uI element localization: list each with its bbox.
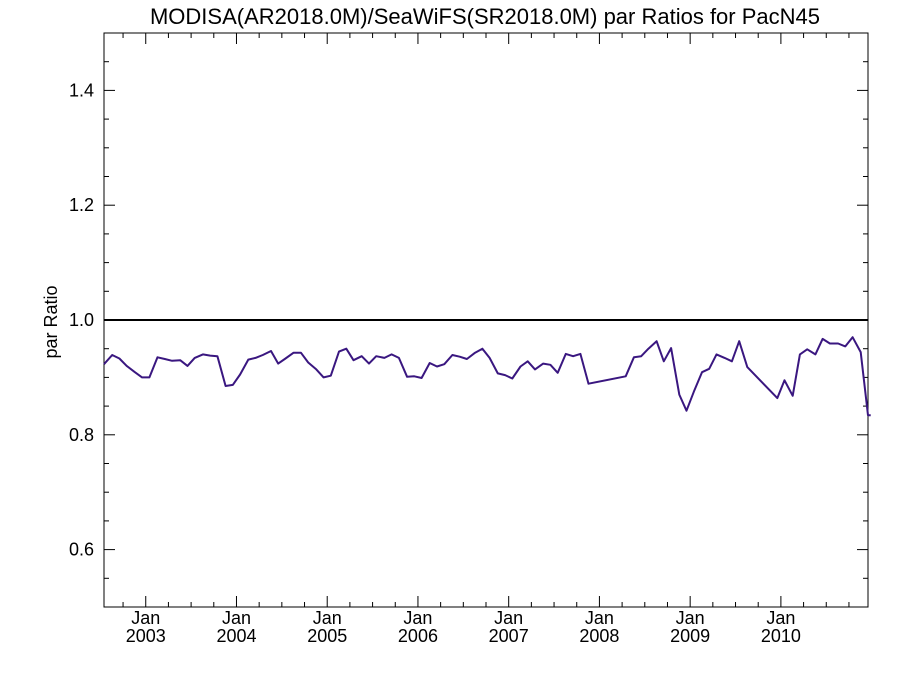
y-tick-label: 1.2 — [69, 195, 94, 215]
y-tick-label: 1.4 — [69, 80, 94, 100]
x-tick-year-label: 2007 — [489, 626, 529, 646]
x-tick-month-label: Jan — [494, 608, 523, 628]
x-tick-year-label: 2008 — [579, 626, 619, 646]
x-tick-month-label: Jan — [222, 608, 251, 628]
x-tick-month-label: Jan — [131, 608, 160, 628]
x-tick-year-label: 2004 — [216, 626, 256, 646]
x-tick-month-label: Jan — [676, 608, 705, 628]
y-tick-label: 1.0 — [69, 310, 94, 330]
x-tick-year-label: 2003 — [126, 626, 166, 646]
x-tick-year-label: 2005 — [307, 626, 347, 646]
x-tick-year-label: 2009 — [670, 626, 710, 646]
series-line — [103, 336, 871, 417]
x-tick-month-label: Jan — [403, 608, 432, 628]
x-tick-month-label: Jan — [585, 608, 614, 628]
x-tick-year-label: 2006 — [398, 626, 438, 646]
y-axis-ticks: 0.6 0.8 1.0 1.2 1.4 — [69, 80, 868, 560]
y-tick-label: 0.8 — [69, 425, 94, 445]
y-tick-label: 0.6 — [69, 540, 94, 560]
y-axis-label: par Ratio — [41, 285, 61, 358]
x-tick-month-label: Jan — [766, 608, 795, 628]
x-axis-ticks: Jan2003Jan2004Jan2005Jan2006Jan2007Jan20… — [126, 33, 801, 646]
chart-title: MODISA(AR2018.0M)/SeaWiFS(SR2018.0M) par… — [150, 4, 820, 29]
x-tick-year-label: 2010 — [761, 626, 801, 646]
x-tick-month-label: Jan — [313, 608, 342, 628]
